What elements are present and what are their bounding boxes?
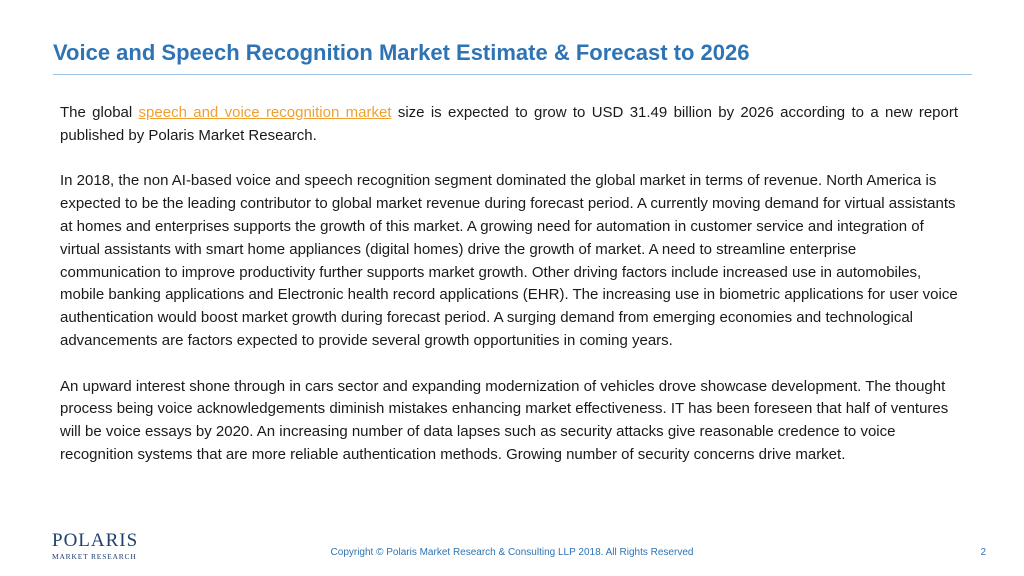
intro-text-end: size is expected to grow to USD 31.49 bi… [60, 104, 959, 144]
logo-wordmark: POLARIS [52, 530, 139, 551]
slide-body: The global speech and voice recognition … [60, 102, 958, 490]
paragraph-automotive: An upward interest shone through in cars… [60, 377, 949, 463]
paragraph-intro: The global speech and voice recognition … [60, 102, 958, 148]
market-link[interactable]: speech and voice recognition market [138, 104, 392, 121]
polaris-logo: POLARIS MARKET RESEARCH [52, 530, 137, 564]
slide-title: Voice and Speech Recognition Market Esti… [53, 40, 750, 65]
title-divider [53, 74, 972, 75]
paragraph-segment: In 2018, the non AI-based voice and spee… [60, 172, 958, 349]
page-number: 2 [980, 547, 986, 558]
footer-copyright: Copyright © Polaris Market Research & Co… [330, 547, 694, 558]
intro-text-start: The global [60, 104, 139, 121]
logo-tagline: MARKET RESEARCH [52, 552, 137, 561]
